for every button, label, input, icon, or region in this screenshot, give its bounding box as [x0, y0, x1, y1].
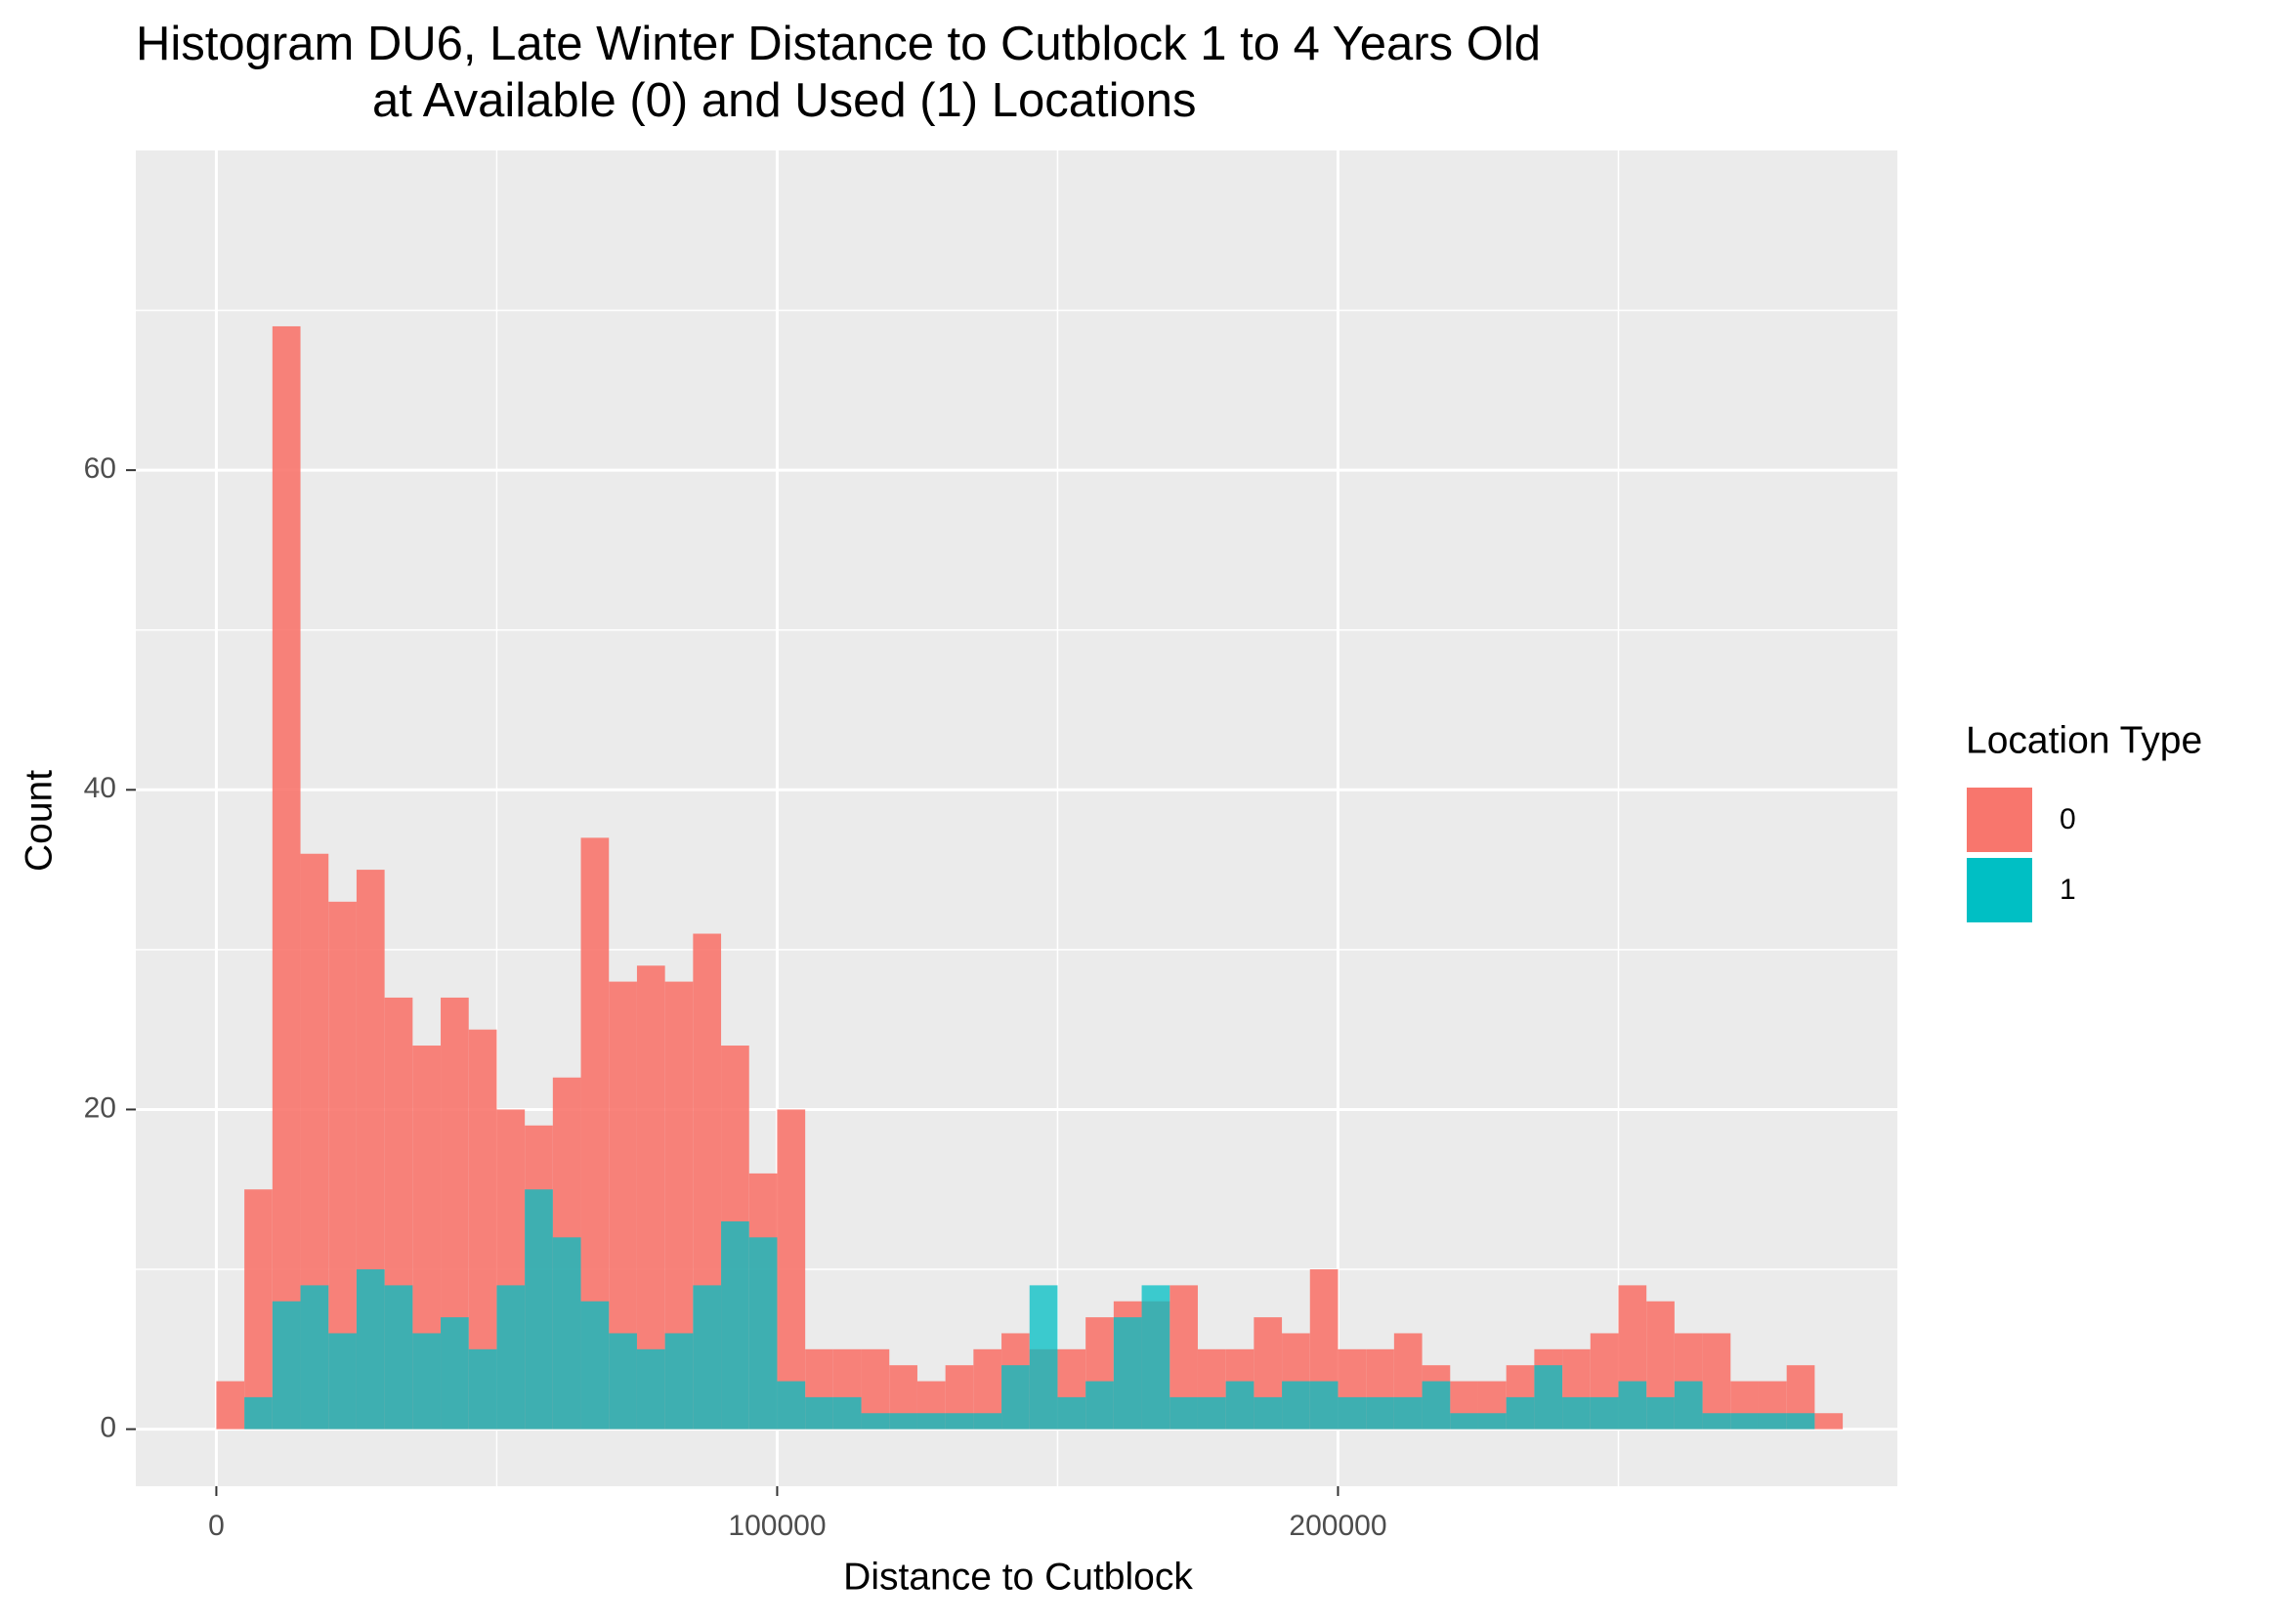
histogram-bar — [1197, 1396, 1226, 1430]
histogram-bar — [552, 1237, 581, 1430]
histogram-bar — [1169, 1396, 1198, 1430]
histogram-bar — [889, 1413, 917, 1430]
histogram-bar — [300, 1285, 329, 1430]
legend-label: 1 — [2060, 874, 2076, 906]
legend-title: Location Type — [1966, 719, 2202, 761]
histogram-bar — [777, 1381, 806, 1430]
histogram-bar — [748, 1237, 778, 1430]
histogram-bar — [580, 1301, 610, 1430]
histogram-bar — [496, 1285, 526, 1430]
x-tick-label: 0 — [208, 1510, 225, 1542]
chart-title: Histogram DU6, Late Winter Distance to C… — [136, 18, 1541, 70]
histogram-bar — [1702, 1413, 1731, 1430]
histogram-bar — [1282, 1381, 1310, 1430]
histogram-bar — [1113, 1317, 1142, 1430]
x-tick-label: 100000 — [728, 1510, 826, 1542]
histogram-bar — [693, 1285, 722, 1430]
histogram-bar — [1450, 1413, 1478, 1430]
histogram-bar — [1730, 1413, 1759, 1430]
y-axis-title: Count — [18, 770, 60, 872]
x-axis-title: Distance to Cutblock — [843, 1556, 1193, 1598]
legend-key — [1967, 788, 2032, 852]
histogram-bar — [244, 1189, 273, 1430]
histogram-bar — [1590, 1396, 1619, 1430]
y-tick-label: 0 — [100, 1412, 116, 1444]
histogram-bar — [272, 1301, 301, 1430]
histogram-bar — [1141, 1285, 1170, 1430]
histogram-bar — [1029, 1285, 1058, 1430]
histogram-bar — [945, 1413, 974, 1430]
histogram-bar — [1254, 1396, 1283, 1430]
histogram-bar — [1477, 1413, 1507, 1430]
histogram-bar — [664, 1333, 694, 1430]
histogram-bar — [916, 1413, 946, 1430]
histogram-bar — [777, 1109, 806, 1430]
histogram-bar — [384, 1285, 413, 1430]
histogram-bar — [609, 1333, 637, 1430]
y-tick-label: 40 — [84, 772, 116, 804]
y-tick-label: 60 — [84, 452, 116, 485]
histogram-bar — [1225, 1381, 1254, 1430]
histogram-bar — [1562, 1396, 1591, 1430]
histogram-bar — [1506, 1396, 1535, 1430]
histogram-bar — [1001, 1365, 1030, 1430]
histogram-bar — [1534, 1365, 1563, 1430]
y-tick-label: 20 — [84, 1091, 116, 1124]
histogram-bar — [636, 1348, 665, 1430]
histogram-bar — [1814, 1413, 1844, 1430]
histogram-bar — [832, 1396, 862, 1430]
histogram-bar — [1422, 1381, 1451, 1430]
legend-key — [1967, 858, 2032, 922]
histogram-bar — [412, 1333, 442, 1430]
histogram-bar — [1309, 1381, 1339, 1430]
histogram-bar — [1674, 1381, 1703, 1430]
histogram-bar — [1618, 1381, 1647, 1430]
histogram-bar — [1758, 1413, 1787, 1430]
histogram-bar — [973, 1413, 1002, 1430]
histogram-bar — [1786, 1413, 1815, 1430]
histogram-bar — [1393, 1396, 1423, 1430]
histogram-bar — [328, 1333, 357, 1430]
histogram-bar — [1338, 1396, 1367, 1430]
histogram-bar — [244, 1396, 273, 1430]
histogram-bar — [525, 1189, 553, 1430]
histogram-bar — [1366, 1396, 1394, 1430]
legend-label: 0 — [2060, 803, 2076, 835]
histogram-bar — [272, 325, 301, 1430]
histogram-bar — [1057, 1396, 1086, 1430]
histogram-bar — [216, 1381, 245, 1430]
histogram-bar — [721, 1220, 749, 1430]
histogram-bar — [861, 1413, 890, 1430]
histogram-bar — [1646, 1396, 1675, 1430]
histogram-bar — [468, 1348, 497, 1430]
histogram-bar — [805, 1396, 833, 1430]
chart-title: at Available (0) and Used (1) Locations — [372, 74, 1196, 127]
x-tick-label: 200000 — [1289, 1510, 1386, 1542]
histogram-bar — [441, 1317, 469, 1430]
histogram-bar — [1085, 1381, 1114, 1430]
histogram-bar — [356, 1269, 385, 1430]
